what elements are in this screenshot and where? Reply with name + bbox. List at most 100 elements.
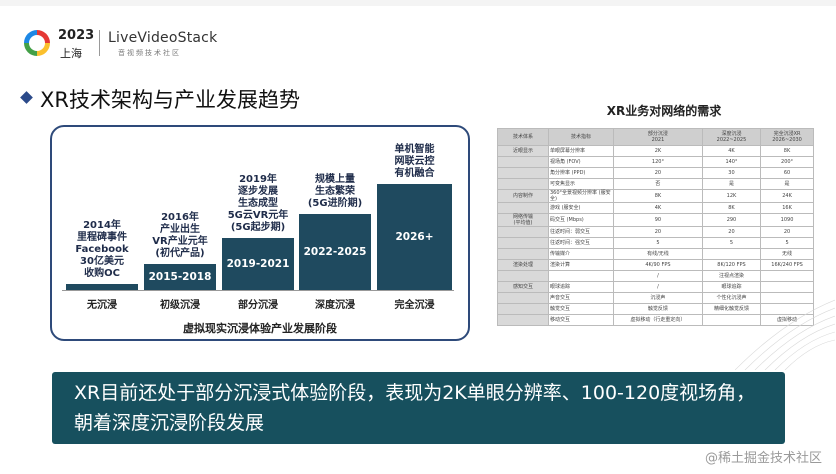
- table-row: 内容制作 360°全景视频分辨率 (服安全) 8K 12K 24K: [497, 189, 814, 203]
- table-cell: 20: [613, 167, 703, 179]
- network-table-title: XR业务对网络的需求: [606, 104, 722, 118]
- table-cell: /: [613, 281, 703, 293]
- table-cell: 1090: [760, 213, 814, 227]
- table-row: 渲染处理 渲染计算 4K/90 FPS 8K/120 FPS 16K/240 FPS: [497, 259, 814, 271]
- table-cell: 视场角 (FOV): [548, 156, 614, 168]
- table-cell: 可变焦显示: [548, 178, 614, 190]
- table-row: 角分辨率 (PPD) 20 30 60: [497, 167, 814, 179]
- table-cell: [497, 314, 549, 326]
- table-cell: 触觉反馈: [613, 303, 703, 315]
- table-cell: [497, 226, 549, 238]
- network-requirements-table: 技术体系 技术指标 部分沉浸 2021 深度沉浸 2022~2025 完全沉浸XR 2026~…: [497, 128, 814, 326]
- table-cell: 60: [760, 167, 814, 179]
- table-cell: 4K: [701, 145, 762, 157]
- table-cell: [497, 202, 549, 214]
- table-cell: 渲染处理: [497, 259, 549, 271]
- table-cell: 30: [701, 167, 762, 179]
- table-cell: /: [613, 270, 703, 282]
- table-cell: 16K: [760, 202, 814, 214]
- stage-name: 完全沉浸: [394, 300, 435, 311]
- table-row: 往返时间：弱交互 20 20 20: [497, 226, 814, 238]
- table-cell: 游戏 (服安全): [548, 202, 614, 214]
- table-cell: 声音交互: [548, 292, 614, 304]
- brand-name: LiveVideoStack: [108, 30, 218, 46]
- table-cell: 120°: [613, 156, 703, 168]
- table-header-cell: 深度沉浸 2022~2025: [701, 128, 762, 146]
- table-cell: 360°全景视频分辨率 (服安全): [548, 189, 614, 203]
- watermark: @稀土掘金技术社区: [704, 451, 822, 466]
- table-cell: [497, 248, 549, 260]
- stage-name: 部分沉浸: [238, 300, 278, 311]
- table-cell: 5: [701, 237, 762, 249]
- table-cell: 往返时间：强交互: [548, 237, 614, 249]
- table-cell: 140°: [701, 156, 762, 168]
- bullet-diamond-icon: [20, 91, 33, 104]
- brand-subtitle: 音视频技术社区: [118, 49, 181, 57]
- table-cell: 触觉交互: [548, 303, 614, 315]
- table-cell: 感知交互: [497, 281, 549, 293]
- stage-description: 单机智能 网联云控 有机融合: [394, 144, 435, 179]
- table-cell: 有线/无线: [613, 248, 703, 260]
- timeline-panel: [50, 125, 470, 341]
- table-cell: 5: [613, 237, 703, 249]
- table-cell: 2K: [613, 145, 703, 157]
- table-cell: 虚拟移动: [760, 314, 814, 326]
- table-cell: [497, 156, 549, 168]
- table-cell: 24K: [760, 189, 814, 203]
- page-title: XR技术架构与产业发展趋势: [40, 88, 300, 112]
- table-cell: 是: [760, 178, 814, 190]
- table-cell: 290: [701, 213, 762, 227]
- table-cell: [497, 270, 549, 282]
- table-cell: 20: [701, 226, 762, 238]
- table-header-cell: 技术体系: [497, 128, 549, 146]
- stage-name: 无沉浸: [87, 300, 117, 311]
- logo-year: 2023: [58, 28, 95, 43]
- table-row: 网络传输 (平均值) 码交互 (Mbps) 90 290 1090: [497, 213, 814, 227]
- stage-bar: 2022-2025: [299, 214, 371, 290]
- table-cell: 是: [701, 178, 762, 190]
- decorative-lines: [735, 299, 835, 370]
- table-cell: 8K: [701, 202, 762, 214]
- table-header-cell: 完全沉浸XR 2026~2030: [760, 128, 814, 146]
- table-cell: 渲染计算: [548, 259, 614, 271]
- table-cell: 无线: [760, 248, 814, 260]
- table-cell: 单眼屏幕分辨率: [548, 145, 614, 157]
- table-row: 往返时间：强交互 5 5 5: [497, 237, 814, 249]
- table-cell: 虚拟移动（行走重定向）: [613, 314, 703, 326]
- timeline-caption: 虚拟现实沉浸体验产业发展阶段: [183, 322, 337, 335]
- table-cell: [497, 167, 549, 179]
- table-row: 声音交互 沉浸声 个性化沉浸声: [497, 292, 814, 304]
- table-row: 触觉交互 触觉反馈 精细化触觉反馈: [497, 303, 814, 315]
- table-cell: [497, 178, 549, 190]
- table-cell: 90: [613, 213, 703, 227]
- livevideostack-logo-icon: [24, 30, 50, 56]
- table-row: 可变焦显示否是是: [497, 178, 814, 190]
- table-cell: 往返时间：弱交互: [548, 226, 614, 238]
- stage-bar: 2026+: [377, 184, 452, 290]
- table-cell: 眼球追踪: [548, 281, 614, 293]
- table-cell: 20: [613, 226, 703, 238]
- table-cell: 码交互 (Mbps): [548, 213, 614, 227]
- stage-description: 2019年 逐步发展 生态成型 5G云VR元年 (5G起步期): [227, 174, 289, 233]
- stage-bar: [66, 284, 138, 290]
- table-cell: 20: [760, 226, 814, 238]
- table-cell: [701, 248, 762, 260]
- table-cell: [548, 270, 614, 282]
- timeline-baseline: [62, 290, 454, 291]
- stage-bar: 2019-2021: [222, 238, 294, 290]
- stage-bar: 2015-2018: [144, 264, 216, 290]
- table-row: 视场角 (FOV) 120° 140° 200°: [497, 156, 814, 168]
- table-header-cell: 技术指标: [548, 128, 614, 146]
- table-cell: [497, 237, 549, 249]
- table-row: 游戏 (服安全) 4K 8K 16K: [497, 202, 814, 214]
- table-row: 移动交互 虚拟移动（行走重定向） 虚拟移动: [497, 314, 814, 326]
- table-header-cell: 部分沉浸 2021: [613, 128, 703, 146]
- table-cell: 4K: [613, 202, 703, 214]
- table-cell: [497, 303, 549, 315]
- top-bar: [0, 0, 836, 6]
- table-cell: 传输媒介: [548, 248, 614, 260]
- table-row: 传输媒介 有线/无线 无线: [497, 248, 814, 260]
- table-cell: 否: [613, 178, 703, 190]
- stage-description: 规模上量 生态繁荣 (5G进阶期): [307, 174, 363, 209]
